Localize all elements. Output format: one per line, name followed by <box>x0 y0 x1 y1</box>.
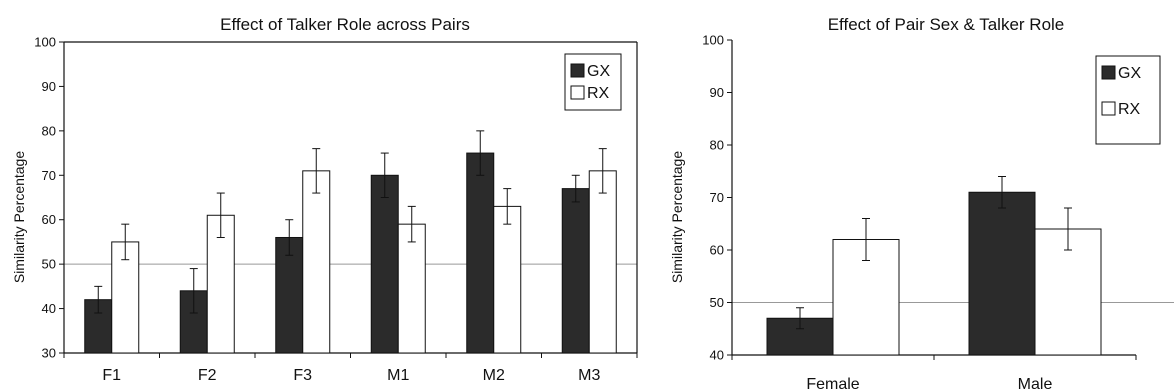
y-tick-label: 100 <box>702 33 724 48</box>
x-tick-label: M3 <box>578 367 600 384</box>
x-tick-label: F1 <box>102 367 121 384</box>
chart-svg-right: Effect of Pair Sex & Talker Role Similar… <box>669 15 1174 392</box>
legend: GX RX <box>1095 55 1161 145</box>
bar-rx-m2 <box>493 205 522 354</box>
chart-title: Effect of Pair Sex & Talker Role <box>828 15 1065 34</box>
x-tick-label: F2 <box>198 367 217 384</box>
x-tick-label: M2 <box>483 367 505 384</box>
bar-rx-f1 <box>111 241 140 354</box>
y-tick-label: 40 <box>710 348 724 363</box>
y-tick-label: 60 <box>710 243 724 258</box>
y-tick-label: 80 <box>710 138 724 153</box>
bar-gx-m3 <box>561 188 590 354</box>
x-tick-label: Female <box>806 376 859 392</box>
plot-area: 40 50 60 70 80 90 100 Female Male <box>702 33 1174 392</box>
bar-gx-f2 <box>179 290 208 354</box>
y-tick-label: 90 <box>710 85 724 100</box>
legend-label-gx: GX <box>587 63 610 80</box>
bar-gx-f3 <box>275 236 304 354</box>
y-axis-label: Similarity Percentage <box>11 151 27 283</box>
y-axis-label: Similarity Percentage <box>669 151 685 283</box>
chart-pair-sex-talker-role: Effect of Pair Sex & Talker Role Similar… <box>650 0 1174 392</box>
legend-swatch-rx <box>1101 101 1116 116</box>
chart-talker-role-across-pairs: Effect of Talker Role across Pairs Simil… <box>11 15 638 384</box>
legend-label-rx: RX <box>1118 101 1141 118</box>
legend-swatch-gx <box>570 63 585 78</box>
x-tick-label: M1 <box>387 367 409 384</box>
y-tick-label: 50 <box>710 295 724 310</box>
y-tick-label: 30 <box>42 346 56 361</box>
chart-title: Effect of Talker Role across Pairs <box>220 15 470 34</box>
y-tick-label: 80 <box>42 123 56 138</box>
plot-area: 30 40 50 60 70 80 90 100 F1 F2 F3 M1 M2 M3 <box>34 35 638 384</box>
y-tick-label: 60 <box>42 212 56 227</box>
x-tick-label: F3 <box>293 367 312 384</box>
y-tick-label: 70 <box>710 190 724 205</box>
legend: GX RX <box>564 53 622 111</box>
bar-gx-m2 <box>466 152 495 354</box>
chart-svg-left: Effect of Talker Role across Pairs Simil… <box>11 15 638 384</box>
legend-box <box>564 53 622 111</box>
x-tick-label: Male <box>1018 376 1053 392</box>
legend-swatch-rx <box>570 85 585 100</box>
bar-gx-m1 <box>370 174 399 354</box>
legend-label-rx: RX <box>587 85 610 102</box>
bar-rx-m3 <box>588 170 617 354</box>
y-tick-label: 70 <box>42 168 56 183</box>
y-tick-label: 40 <box>42 301 56 316</box>
bar-rx-f3 <box>302 170 331 354</box>
y-tick-label: 90 <box>42 79 56 94</box>
bar-gx-male <box>968 191 1036 356</box>
bar-rx-m1 <box>397 223 426 354</box>
legend-label-gx: GX <box>1118 65 1141 82</box>
y-tick-label: 100 <box>34 35 56 50</box>
y-tick-label: 50 <box>42 257 56 272</box>
legend-swatch-gx <box>1101 65 1116 80</box>
